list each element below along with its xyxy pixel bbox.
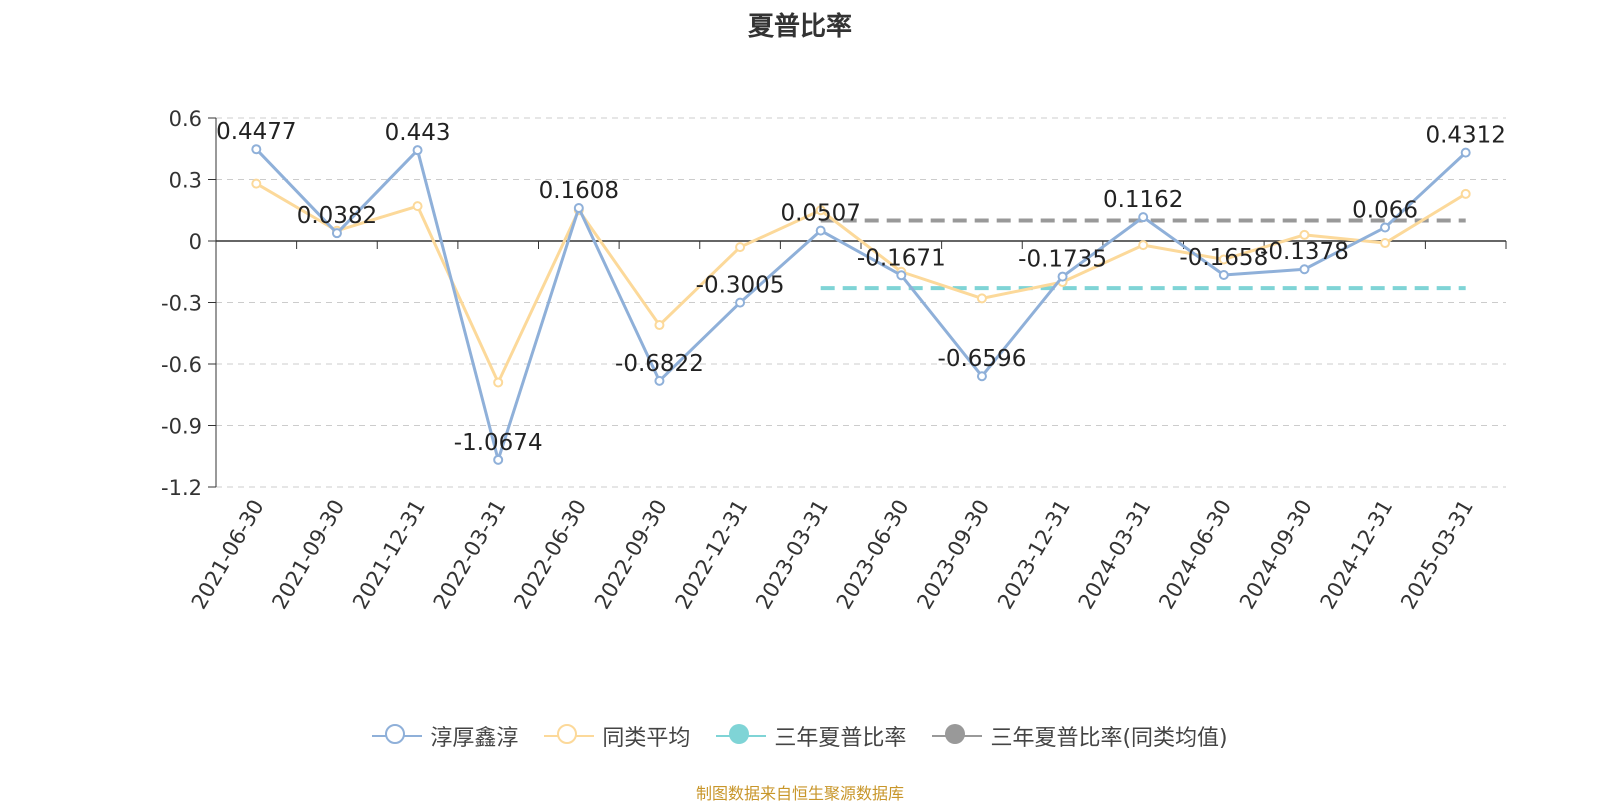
y-tick-label: 0 <box>189 230 202 254</box>
y-tick-label: 0.6 <box>169 107 202 131</box>
data-label: 0.0507 <box>780 201 860 227</box>
data-label: 0.066 <box>1352 197 1418 223</box>
legend-swatch-three-year-sharpe-average-icon <box>932 723 983 749</box>
data-point <box>1380 222 1391 233</box>
reference-lines-layer <box>820 218 1466 291</box>
axis-layer: 0.6 0.3 0 -0.3 -0.6 -0.9 -1.22021-06-302021-09… <box>161 107 1507 614</box>
data-point <box>1057 271 1068 282</box>
legend-item-three-year-sharpe-average[interactable]: 三年夏普比率(同类均值) <box>932 720 1228 752</box>
data-point <box>331 228 342 239</box>
data-point <box>976 371 987 382</box>
data-point <box>573 203 584 214</box>
data-labels-layer: 0.4477 0.0382 0.443 -1.0674 0.1608 -0.6822 -0.… <box>216 119 1506 456</box>
x-tick-label: 2023-06-30 <box>832 496 914 614</box>
x-tick-label: 2024-12-31 <box>1316 496 1398 614</box>
data-point <box>735 297 746 308</box>
y-tick-label: -0.9 <box>161 415 202 439</box>
data-point <box>1460 188 1471 199</box>
legend-item-fund[interactable]: 淳厚鑫淳 <box>372 720 518 752</box>
x-tick-label: 2024-03-31 <box>1074 496 1156 614</box>
grid-layer <box>216 117 1506 488</box>
x-tick-label: 2024-09-30 <box>1235 496 1317 614</box>
data-point <box>1299 229 1310 240</box>
legend-item-three-year-sharpe[interactable]: 三年夏普比率 <box>716 720 906 752</box>
data-point <box>412 145 423 156</box>
data-label: -0.1658 <box>1179 245 1268 271</box>
data-point <box>815 225 826 236</box>
data-point <box>1218 254 1229 265</box>
data-point <box>493 454 504 465</box>
x-tick-label: 2022-12-31 <box>671 496 753 614</box>
data-label: 0.4477 <box>216 119 296 145</box>
y-tick-label: -1.2 <box>161 476 202 500</box>
data-point <box>1380 238 1391 249</box>
data-point <box>976 293 987 304</box>
x-tick-label: 2025-03-31 <box>1396 496 1478 614</box>
data-label: -0.3005 <box>696 273 785 299</box>
x-tick-label: 2021-09-30 <box>267 496 349 614</box>
data-point <box>654 320 665 331</box>
legend-swatch-three-year-sharpe-icon <box>716 723 767 749</box>
x-tick-label: 2023-09-30 <box>912 496 994 614</box>
x-tick-label: 2022-09-30 <box>590 496 672 614</box>
data-point <box>1138 240 1149 251</box>
data-point <box>1299 264 1310 275</box>
data-label: -0.6822 <box>615 351 704 377</box>
legend-swatch-category-average-icon <box>544 723 595 749</box>
data-point <box>1138 212 1149 223</box>
chart-title: 夏普比率 <box>747 12 852 42</box>
legend: 淳厚鑫淳 同类平均 三年夏普比率 三年夏普比率(同类均值) <box>0 720 1600 752</box>
y-tick-label: -0.6 <box>161 353 202 377</box>
data-label: -0.1378 <box>1260 239 1349 265</box>
data-point <box>1460 147 1471 158</box>
data-label: -0.1671 <box>857 245 946 271</box>
y-tick-label: -0.3 <box>161 292 202 316</box>
series-layer <box>251 144 1471 465</box>
series-line <box>255 148 1467 462</box>
x-tick-label: 2024-06-30 <box>1154 496 1236 614</box>
data-point <box>815 205 826 216</box>
data-label: 0.0382 <box>297 203 377 229</box>
data-point <box>1218 269 1229 280</box>
data-point <box>896 270 907 281</box>
data-point <box>654 375 665 386</box>
data-label: 0.4312 <box>1425 123 1505 149</box>
series-line <box>255 182 1467 384</box>
x-tick-label: 2021-12-31 <box>348 496 430 614</box>
legend-label-three-year-sharpe-average: 三年夏普比率(同类均值) <box>990 726 1228 751</box>
data-label: 0.1162 <box>1103 187 1183 213</box>
data-label: -0.6596 <box>938 346 1027 372</box>
x-tick-label: 2022-06-30 <box>509 496 591 614</box>
x-tick-label: 2023-12-31 <box>993 496 1075 614</box>
legend-label-category-average: 同类平均 <box>602 726 691 751</box>
data-label: 0.443 <box>385 120 451 146</box>
x-tick-label: 2021-06-30 <box>187 496 269 614</box>
data-point <box>493 377 504 388</box>
data-point <box>412 201 423 212</box>
legend-label-fund: 淳厚鑫淳 <box>430 726 519 751</box>
x-tick-label: 2023-03-31 <box>751 496 833 614</box>
data-point <box>735 242 746 253</box>
data-point <box>251 178 262 189</box>
data-label: -1.0674 <box>454 430 543 456</box>
legend-label-three-year-sharpe: 三年夏普比率 <box>774 726 907 751</box>
source-note: 制图数据来自恒生聚源数据库 <box>695 784 904 803</box>
data-label: -0.1735 <box>1018 247 1107 273</box>
x-tick-label: 2022-03-31 <box>429 496 511 614</box>
legend-swatch-fund-icon <box>372 723 423 749</box>
data-point <box>251 144 262 155</box>
legend-item-category-average[interactable]: 同类平均 <box>544 720 690 752</box>
data-label: 0.1608 <box>539 178 619 204</box>
y-tick-label: 0.3 <box>169 169 202 193</box>
